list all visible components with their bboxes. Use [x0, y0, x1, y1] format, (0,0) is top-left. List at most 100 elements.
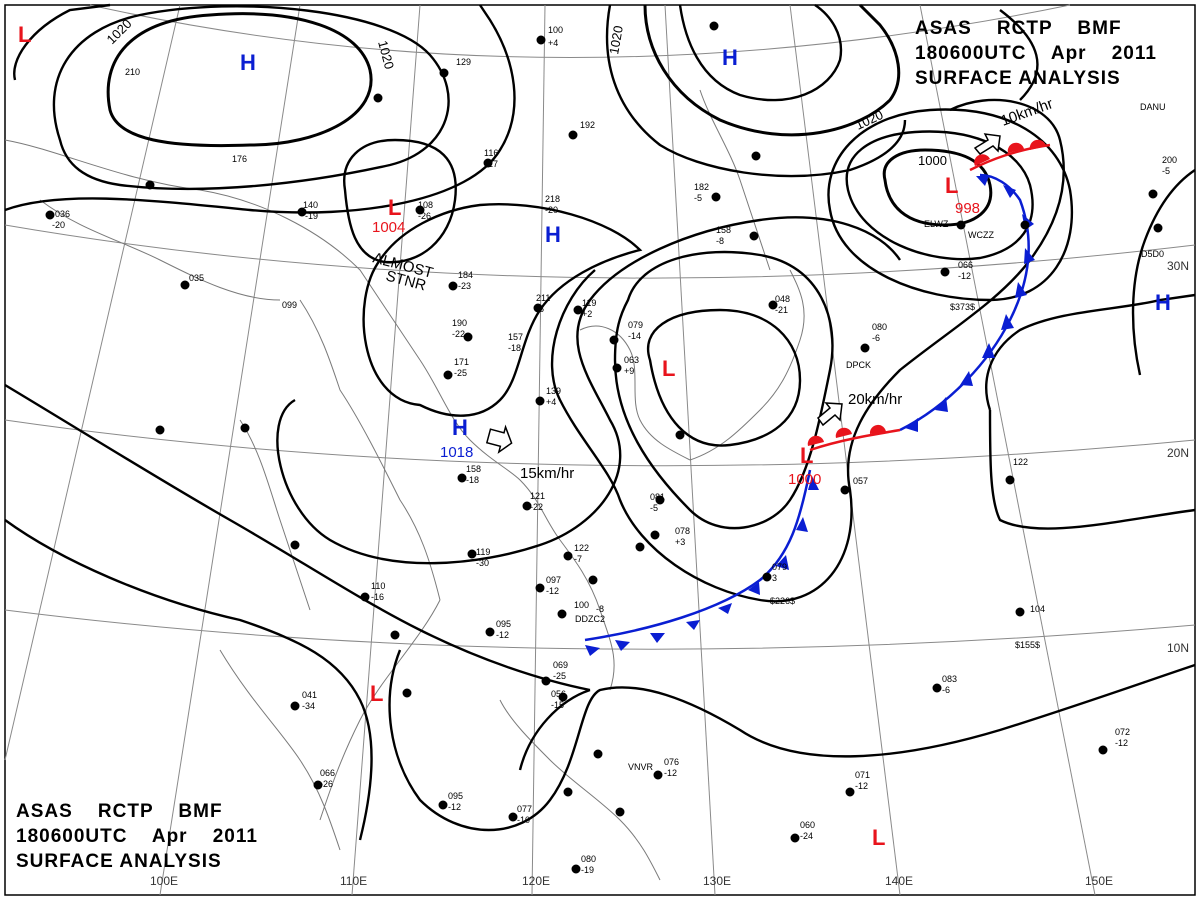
- station-id: DDZC2: [575, 614, 605, 624]
- station-value: 121: [530, 491, 545, 501]
- cold-front-tooth: [615, 640, 630, 651]
- station-value: 122: [1013, 457, 1028, 467]
- lon-label: 100E: [150, 874, 178, 888]
- station-value: 080: [581, 854, 596, 864]
- station-value: -12: [546, 586, 559, 596]
- cold-front-tooth: [776, 555, 789, 570]
- station-value: 099: [282, 300, 297, 310]
- station-value: 077: [517, 804, 532, 814]
- station-value: 063: [624, 355, 639, 365]
- lon-label: 130E: [703, 874, 731, 888]
- lat-line-10n: [4, 609, 1196, 650]
- station-value: 060: [800, 820, 815, 830]
- station-value: -19: [581, 865, 594, 875]
- station-value: -27: [485, 159, 498, 169]
- coastlines: [4, 89, 805, 881]
- header-line: ASAS RCTP BMF: [16, 801, 223, 822]
- station-value: -10: [517, 815, 530, 825]
- station-value: 119: [582, 298, 596, 308]
- station-value: 100: [548, 25, 563, 35]
- station-value: -24: [800, 831, 813, 841]
- low-center-symbol: L: [370, 681, 383, 706]
- cold-front-tooth: [718, 603, 732, 614]
- station-id: D5D0: [1141, 249, 1164, 259]
- station-value: 069: [553, 660, 568, 670]
- station-value: 176: [232, 154, 247, 164]
- station-value: 122: [574, 543, 589, 553]
- station-value: 080: [872, 322, 887, 332]
- map-border: [4, 4, 1196, 896]
- cold-front-tooth: [1003, 185, 1016, 198]
- station-value: 081: [650, 492, 665, 502]
- warm-front-scallop: [974, 154, 990, 166]
- station-value: -18: [466, 475, 479, 485]
- lon-line-110e: [351, 4, 421, 896]
- isobar-low-1004: [343, 138, 457, 264]
- lon-label: 140E: [885, 874, 913, 888]
- cold-front-tooth: [935, 397, 948, 412]
- station-value: 036: [55, 209, 70, 219]
- station-value: 056: [551, 689, 566, 699]
- motion-arrow-low-ne: [973, 133, 1001, 155]
- isobar-label: 1020: [606, 24, 626, 55]
- station-value: -14: [628, 331, 641, 341]
- low-center-symbol: L: [662, 356, 675, 381]
- station-value: 110: [371, 581, 385, 591]
- lon-line-100e: [159, 4, 301, 896]
- header-line: 180600UTC Apr 2011: [915, 43, 1157, 64]
- isobar-mid-band: [276, 216, 901, 565]
- header-line: SURFACE ANALYSIS: [16, 851, 222, 872]
- lat-label: 10N: [1167, 641, 1189, 655]
- station-ids: DPCK VNVR DDZC2 ELWZ WCZZ D5D0 DANU: [575, 102, 1166, 772]
- station-value: -18: [508, 343, 521, 353]
- motion-arrow-high: [485, 424, 513, 454]
- station-value: 041: [302, 690, 317, 700]
- isobar-label: 1000: [918, 153, 947, 168]
- station-value: 057: [853, 476, 868, 486]
- station-value: -20: [52, 220, 65, 230]
- station-value: -19: [305, 211, 318, 221]
- station-plots: [45, 21, 1163, 874]
- station-value: -21: [775, 305, 788, 315]
- isobar-low-1000-ring: [647, 308, 802, 447]
- warm-front-scallop: [835, 427, 852, 438]
- isobar-1020-top: [605, 4, 1039, 178]
- station-value: $226$: [770, 596, 795, 606]
- header-line: 180600UTC Apr 2011: [16, 826, 258, 847]
- station-value: -16: [371, 592, 384, 602]
- isobar-1020-nw: [106, 12, 373, 148]
- station-value: 095: [496, 619, 511, 629]
- station-id: VNVR: [628, 762, 654, 772]
- station-value: 079: [628, 320, 643, 330]
- station-value: 190: [452, 318, 467, 328]
- station-value: -22: [530, 502, 543, 512]
- station-value: 3: [772, 573, 777, 583]
- warm-front-scallop: [807, 435, 824, 446]
- station-value: -25: [553, 671, 566, 681]
- cold-front-tooth: [650, 633, 665, 643]
- isobar-high-1018: [362, 203, 643, 417]
- station-value: -30: [476, 558, 489, 568]
- station-value: -34: [302, 701, 315, 711]
- station-value: -20: [545, 205, 558, 215]
- isobar-nw-outer: [52, 5, 450, 191]
- isobar-ne-inner: [678, 4, 843, 102]
- station-value: 097: [546, 575, 561, 585]
- station-value: $155$: [1015, 640, 1040, 650]
- header-bottom: ASAS RCTP BMF 180600UTC Apr 2011 SURFACE…: [16, 799, 258, 874]
- station-value: 078: [675, 526, 690, 536]
- station-value: -7: [574, 554, 582, 564]
- station-value: 157: [508, 332, 523, 342]
- isobar-south-trough: [4, 383, 1196, 832]
- station-value: -23: [458, 281, 471, 291]
- station-value: +2: [582, 309, 592, 319]
- low-center-symbol: L: [18, 22, 31, 47]
- station-value: +4: [546, 397, 556, 407]
- station-value: -12: [1115, 738, 1128, 748]
- station-values: 100+4192218-20116-27108-26140-19184-2319…: [52, 25, 1177, 875]
- station-value: -5: [1162, 166, 1170, 176]
- high-center-symbol: H: [722, 45, 738, 70]
- station-id: WCZZ: [968, 230, 994, 240]
- lon-line-120e: [531, 4, 546, 896]
- isobar-low-ring-2: [827, 108, 1074, 302]
